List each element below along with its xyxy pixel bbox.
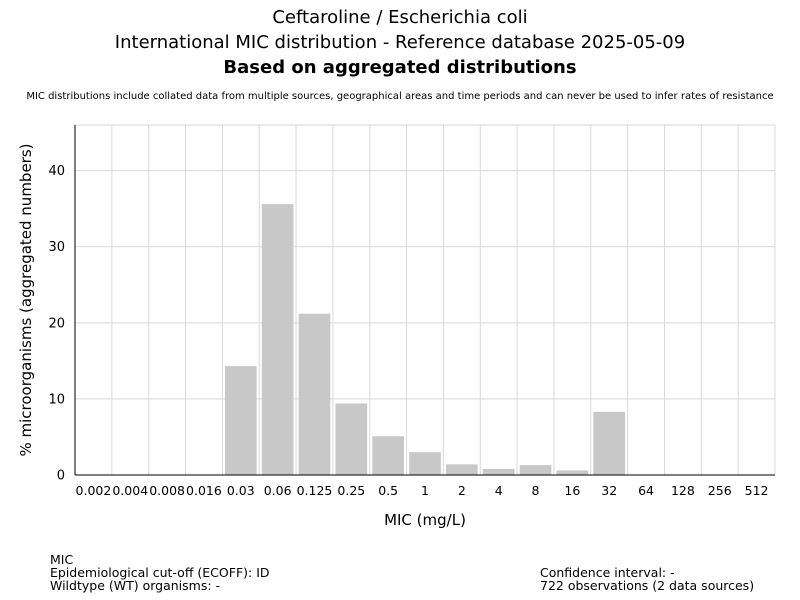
x-tick-label: 0.016 (186, 483, 222, 498)
plot-area-border (74, 124, 776, 476)
bar-16 (556, 470, 589, 475)
x-tick-label: 8 (532, 483, 540, 498)
bars-layer (224, 204, 626, 475)
footer-wildtype: Wildtype (WT) organisms: - (50, 578, 221, 593)
x-tick-label: 0.06 (264, 483, 292, 498)
y-tick-label: 0 (57, 469, 65, 484)
bar-0.5 (372, 436, 404, 475)
x-tick-label: 0.004 (112, 483, 148, 498)
x-tick-label: 0.008 (149, 483, 185, 498)
bar-0.125 (298, 313, 331, 475)
bar-0.06 (261, 204, 294, 475)
x-tick-label: 1 (421, 483, 429, 498)
x-tick-label: 0.25 (337, 483, 365, 498)
x-tick-label: 2 (458, 483, 466, 498)
footer-left: MIC Epidemiological cut-off (ECOFF): ID … (50, 553, 270, 592)
footer-observations: 722 observations (2 data sources) (540, 578, 755, 593)
x-tick-label: 0.125 (297, 483, 333, 498)
footer-confidence: Confidence interval: - (540, 565, 675, 580)
y-tick-label: 30 (48, 240, 65, 255)
grid-layer (74, 124, 776, 476)
x-tick-label: 0.5 (378, 483, 398, 498)
x-tick-label: 64 (638, 483, 654, 498)
bar-2 (446, 464, 478, 475)
chart-subtitle: International MIC distribution - Referen… (114, 32, 686, 53)
bar-0.03 (224, 366, 257, 475)
bar-4 (482, 468, 515, 475)
x-tick-label: 32 (601, 483, 617, 498)
footer-mic-label: MIC (50, 552, 74, 567)
bar-32 (593, 411, 626, 475)
y-tick-label: 20 (48, 316, 65, 331)
bar-8 (519, 465, 552, 475)
y-tick-label: 10 (48, 392, 65, 407)
x-axis-title: MIC (mg/L) (384, 511, 466, 529)
x-tick-label: 16 (564, 483, 580, 498)
bar-1 (409, 452, 441, 475)
footer-ecoff: Epidemiological cut-off (ECOFF): ID (50, 565, 270, 580)
x-tick-label: 4 (495, 483, 503, 498)
disclaimer-text: MIC distributions include collated data … (26, 91, 774, 102)
labels-layer: 0 10 20 30 40 0.002 0.004 0.008 0.016 0.03 0.06 0.1… (17, 143, 769, 529)
x-tick-label: 0.002 (76, 483, 112, 498)
x-tick-label: 256 (708, 483, 732, 498)
x-tick-label: 512 (745, 483, 769, 498)
y-axis-title: % microorganisms (aggregated numbers) (17, 143, 35, 456)
chart-heading: Based on aggregated distributions (223, 57, 577, 78)
y-tick-label: 40 (48, 164, 65, 179)
footer-right: Confidence interval: - 722 observations … (540, 566, 754, 592)
chart-title: Ceftaroline / Escherichia coli (272, 7, 528, 28)
bar-0.25 (335, 403, 368, 475)
x-tick-label: 128 (671, 483, 695, 498)
x-tick-label: 0.03 (227, 483, 255, 498)
axes-layer (74, 125, 775, 476)
